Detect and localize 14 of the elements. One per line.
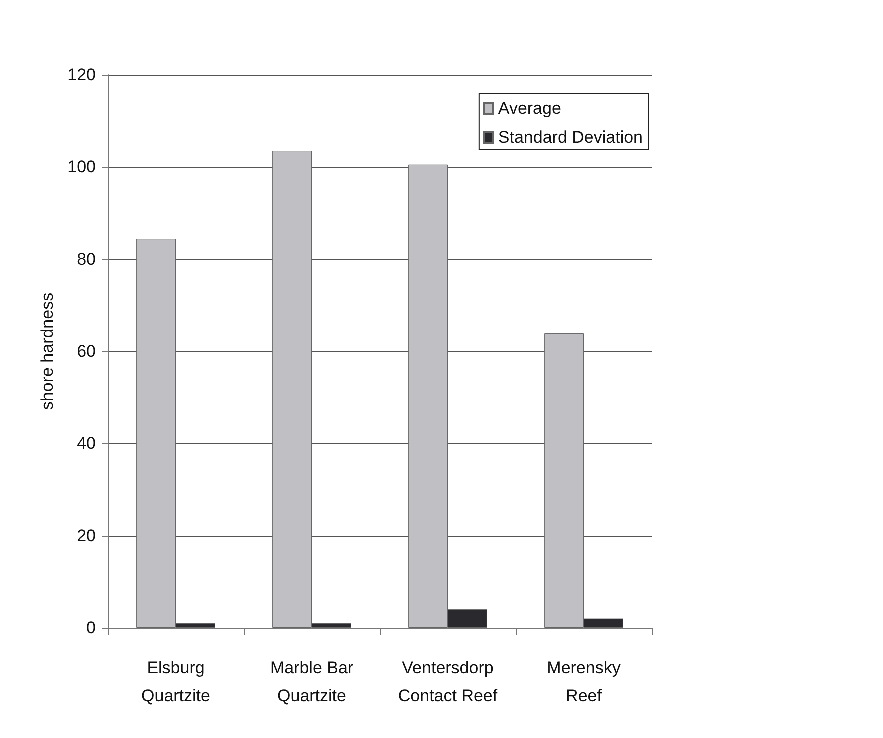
x-tick-label: Marble Bar Quartzite xyxy=(270,658,354,706)
y-tick-label: 120 xyxy=(68,66,96,84)
legend-label: Standard Deviation xyxy=(498,128,643,147)
x-tick-label: Elsburg Quartzite xyxy=(142,658,210,706)
legend-label: Average xyxy=(498,99,562,118)
x-tick-label: Merensky Reef xyxy=(547,658,622,706)
y-tick-label: 20 xyxy=(77,526,96,546)
x-tick-label: Ventersdorp Contact Reef xyxy=(398,658,498,706)
y-tick-label: 100 xyxy=(68,158,96,177)
y-axis-title: shore hardness xyxy=(38,292,57,410)
y-tick-label: 60 xyxy=(77,342,96,361)
y-tick-label: 80 xyxy=(77,250,96,269)
y-tick-label: 40 xyxy=(77,434,96,454)
y-tick-label: 0 xyxy=(86,618,96,638)
